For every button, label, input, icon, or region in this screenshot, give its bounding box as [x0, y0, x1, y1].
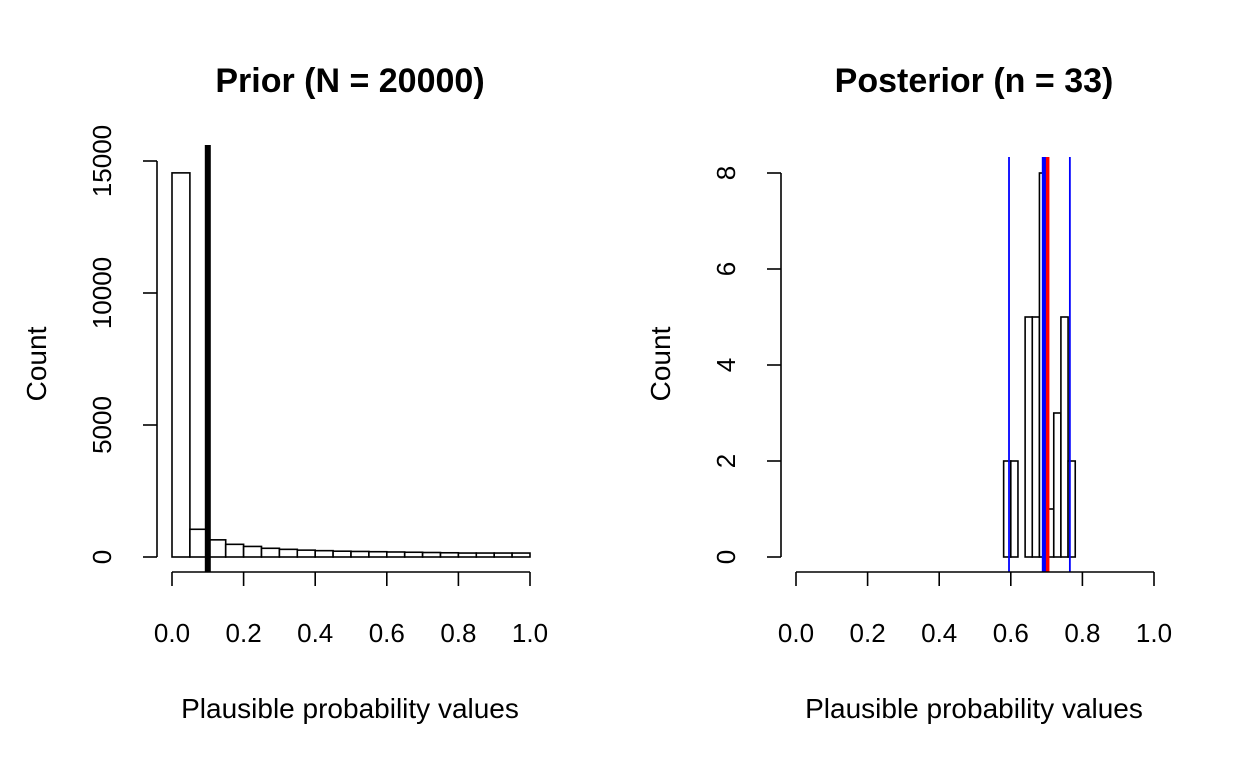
posterior-bar — [1067, 460, 1077, 558]
prior-x-tick-label: 0.6 — [369, 618, 405, 648]
posterior-y-axis: 0 2 4 6 8 — [711, 166, 782, 564]
prior-bars — [171, 172, 531, 558]
prior-bar — [403, 551, 424, 558]
prior-y-tick-label: 5000 — [87, 396, 117, 454]
prior-y-tick-label: 10000 — [87, 257, 117, 329]
prior-bar — [171, 172, 191, 558]
prior-y-axis-label: Count — [21, 326, 52, 401]
posterior-y-tick-label: 8 — [711, 166, 741, 180]
prior-bar — [332, 550, 352, 558]
posterior-bars — [1002, 172, 1077, 558]
posterior-bar — [1024, 316, 1034, 558]
prior-bar — [242, 545, 263, 558]
posterior-x-tick-label: 0.6 — [993, 618, 1029, 648]
prior-bar — [475, 552, 495, 558]
prior-x-axis-label: Plausible probability values — [181, 693, 519, 724]
posterior-y-tick-label: 4 — [711, 358, 741, 372]
prior-y-tick-label: 0 — [87, 550, 117, 564]
posterior-x-tick-label: 0.8 — [1064, 618, 1100, 648]
posterior-title: Posterior (n = 33) — [835, 62, 1114, 100]
prior-bar — [439, 551, 460, 558]
posterior-reference-lines — [1008, 157, 1071, 572]
posterior-bar — [1009, 460, 1019, 558]
prior-title: Prior (N = 20000) — [215, 62, 484, 100]
prior-bar — [368, 550, 388, 558]
posterior-bar — [1060, 316, 1069, 558]
prior-bar — [224, 543, 245, 558]
prior-bar — [511, 552, 531, 558]
prior-x-tick-label: 0.4 — [297, 618, 333, 648]
prior-x-tick-label: 0.8 — [440, 618, 476, 648]
prior-x-tick-label: 1.0 — [512, 618, 548, 648]
prior-bar — [278, 548, 299, 558]
posterior-x-axis: 0.0 0.2 0.4 0.6 0.8 1.0 — [778, 571, 1172, 648]
prior-x-axis: 0.0 0.2 0.4 0.6 0.8 1.0 — [154, 571, 548, 648]
prior-y-axis: 0 5000 10000 15000 — [87, 125, 158, 564]
posterior-x-tick-label: 1.0 — [1136, 618, 1172, 648]
posterior-bar — [1052, 412, 1062, 558]
prior-x-tick-label: 0.0 — [154, 618, 190, 648]
prior-bar — [260, 547, 281, 558]
prior-bar — [350, 550, 370, 558]
posterior-y-axis-label: Count — [645, 326, 676, 401]
prior-bar — [314, 549, 334, 558]
posterior-y-tick-label: 2 — [711, 454, 741, 468]
prior-bar — [385, 551, 406, 558]
prior-panel: Prior (N = 20000) Plausible probability … — [21, 62, 548, 724]
posterior-x-tick-label: 0.2 — [850, 618, 886, 648]
prior-bar — [296, 549, 316, 558]
posterior-x-tick-label: 0.0 — [778, 618, 814, 648]
prior-bar — [493, 552, 513, 558]
posterior-y-tick-label: 6 — [711, 262, 741, 276]
posterior-x-axis-label: Plausible probability values — [805, 693, 1143, 724]
prior-x-tick-label: 0.2 — [226, 618, 262, 648]
posterior-x-tick-label: 0.4 — [921, 618, 957, 648]
prior-bar — [421, 551, 442, 558]
posterior-bar — [1031, 316, 1041, 558]
prior-y-tick-label: 15000 — [87, 125, 117, 197]
posterior-y-tick-label: 0 — [711, 550, 741, 564]
posterior-panel: Posterior (n = 33) Plausible probability… — [645, 62, 1172, 724]
prior-bar — [457, 552, 478, 558]
